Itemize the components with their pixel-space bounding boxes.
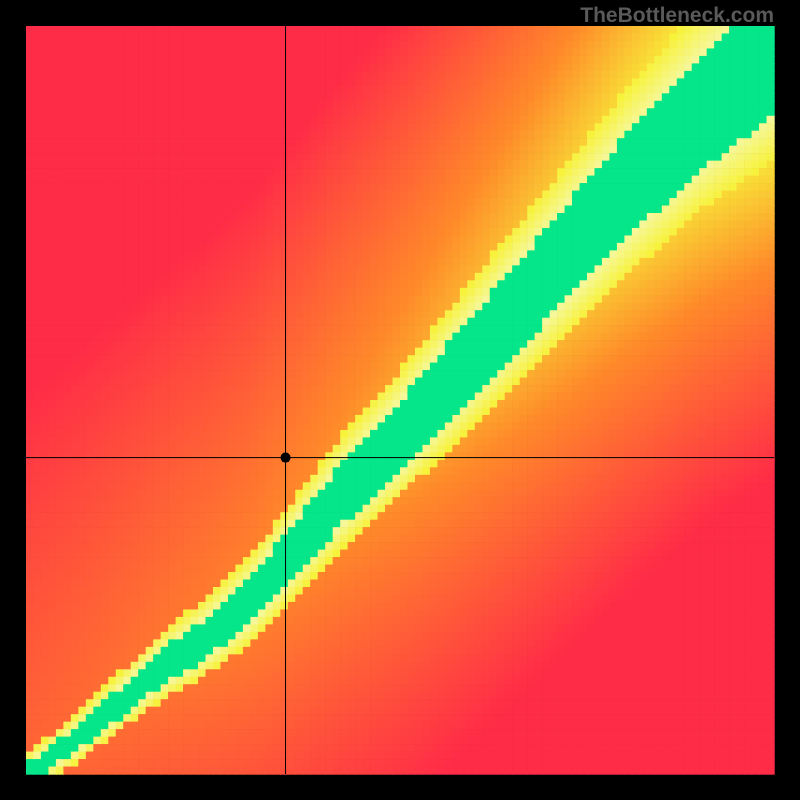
chart-container: TheBottleneck.com <box>0 0 800 800</box>
heatmap-canvas <box>0 0 800 800</box>
watermark-text: TheBottleneck.com <box>580 4 774 28</box>
